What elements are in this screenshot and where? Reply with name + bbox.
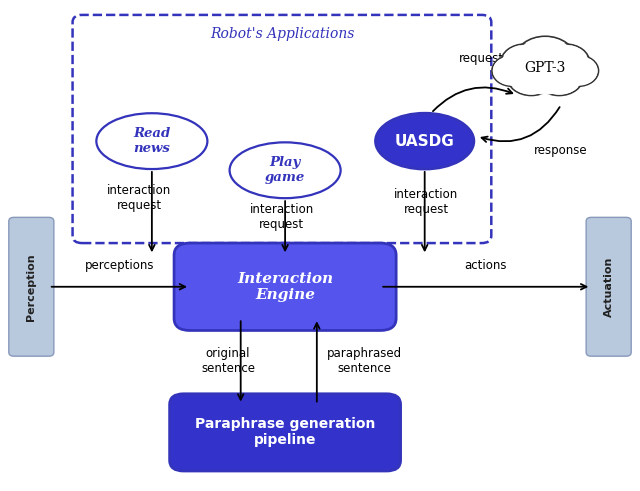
Ellipse shape	[97, 113, 207, 169]
Text: Read
news: Read news	[133, 127, 170, 155]
Circle shape	[515, 36, 576, 83]
Text: Actuation: Actuation	[604, 257, 614, 317]
Circle shape	[517, 38, 573, 81]
Text: actions: actions	[465, 259, 507, 272]
Text: perceptions: perceptions	[84, 259, 154, 272]
FancyBboxPatch shape	[586, 218, 631, 356]
Circle shape	[541, 44, 589, 81]
Circle shape	[492, 55, 532, 86]
Text: Perception: Perception	[26, 253, 36, 321]
Text: UASDG: UASDG	[395, 134, 454, 149]
Text: Robot's Applications: Robot's Applications	[210, 27, 354, 41]
Circle shape	[493, 56, 531, 85]
Ellipse shape	[230, 142, 340, 198]
Text: Play
game: Play game	[265, 156, 305, 184]
Text: Paraphrase generation
pipeline: Paraphrase generation pipeline	[195, 417, 375, 447]
Circle shape	[512, 46, 578, 96]
Circle shape	[503, 46, 547, 80]
Text: response: response	[534, 144, 588, 157]
Circle shape	[559, 56, 597, 85]
Circle shape	[543, 46, 588, 80]
FancyBboxPatch shape	[170, 394, 401, 471]
Text: interaction
request: interaction request	[107, 184, 172, 212]
Circle shape	[537, 60, 581, 94]
Circle shape	[501, 44, 549, 81]
Circle shape	[509, 60, 554, 94]
Circle shape	[558, 55, 598, 86]
Circle shape	[535, 58, 583, 95]
Text: paraphrased
sentence: paraphrased sentence	[327, 348, 402, 376]
Text: original
sentence: original sentence	[201, 348, 255, 376]
FancyBboxPatch shape	[174, 243, 396, 330]
Ellipse shape	[376, 113, 474, 169]
Circle shape	[507, 58, 556, 95]
Text: interaction
request: interaction request	[394, 189, 458, 217]
Text: interaction
request: interaction request	[250, 203, 314, 231]
FancyBboxPatch shape	[9, 218, 54, 356]
Text: request: request	[460, 52, 504, 65]
Text: Interaction
Engine: Interaction Engine	[237, 272, 333, 302]
Circle shape	[515, 48, 575, 94]
Text: GPT-3: GPT-3	[525, 61, 566, 75]
